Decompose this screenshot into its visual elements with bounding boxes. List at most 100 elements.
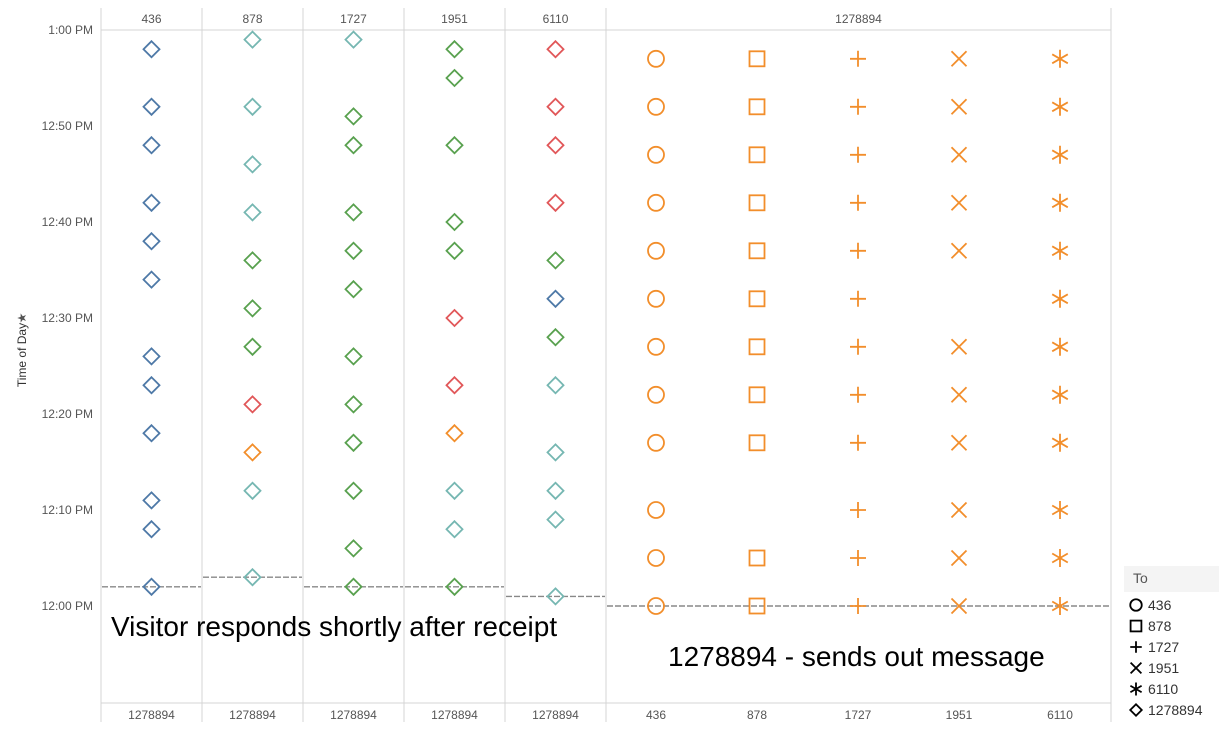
column-header-from: 436 <box>141 12 161 26</box>
reply-diamond-mark <box>344 577 363 597</box>
sent-message-mark-asterisk <box>1051 433 1069 452</box>
sent-message-mark-square <box>748 549 766 567</box>
reply-diamond-mark <box>243 481 262 501</box>
reply-diamond-mark <box>142 231 161 251</box>
reply-diamond-mark <box>142 97 161 117</box>
legend-item-label: 1278894 <box>1148 702 1203 718</box>
sent-message-mark-square <box>748 597 766 615</box>
reply-diamond-mark <box>445 241 464 261</box>
legend-title: To <box>1133 570 1148 586</box>
reply-diamond-mark <box>243 155 262 174</box>
sent-message-mark-square <box>748 194 766 212</box>
sent-message-mark-cross <box>950 194 968 211</box>
y-tick-label: 12:00 PM <box>42 599 93 613</box>
reply-diamond-mark <box>142 519 161 539</box>
sent-message-mark-cross <box>950 434 968 451</box>
sent-message-mark-cross <box>950 146 968 163</box>
y-tick-label: 12:10 PM <box>42 503 93 517</box>
sent-message-mark-plus <box>850 502 866 518</box>
sent-message-mark-asterisk <box>1051 549 1069 567</box>
reply-diamond-mark <box>445 519 464 539</box>
reply-diamond-mark <box>344 107 363 126</box>
sent-message-mark-plus <box>850 550 866 566</box>
sent-message-mark-circle <box>647 337 665 356</box>
y-tick-label: 12:20 PM <box>42 407 93 421</box>
column-footer-to: 1278894 <box>128 708 175 722</box>
column-header-from: 1727 <box>340 12 367 26</box>
y-axis-title: Time of Day <box>15 323 29 387</box>
reply-diamond-mark <box>546 443 565 462</box>
legend-diamond-icon <box>1128 702 1144 718</box>
y-tick-label: 12:40 PM <box>42 215 93 229</box>
reply-diamond-mark <box>243 299 262 318</box>
sent-message-mark-circle <box>647 97 665 116</box>
reply-diamond-mark <box>142 491 161 510</box>
sent-message-mark-plus <box>850 98 866 115</box>
sent-message-mark-square <box>748 290 766 308</box>
reply-diamond-mark <box>344 395 363 414</box>
column-footer-to: 1278894 <box>229 708 276 722</box>
reply-diamond-mark <box>445 212 464 232</box>
column-footer-to: 1278894 <box>330 708 377 722</box>
reply-diamond-mark <box>243 97 262 117</box>
reply-diamond-mark <box>243 251 262 270</box>
column-header-from: 1278894 <box>835 12 882 26</box>
legend-circle-icon <box>1129 598 1143 612</box>
reply-diamond-mark <box>445 39 464 59</box>
legend-item-label: 878 <box>1148 618 1172 634</box>
column-footer-to: 6110 <box>1047 708 1073 722</box>
reply-diamond-mark <box>344 481 363 501</box>
reply-diamond-mark <box>142 193 161 213</box>
reply-diamond-mark <box>546 375 565 395</box>
column-footer-to: 1278894 <box>431 708 478 722</box>
reply-diamond-mark <box>344 30 363 49</box>
sent-message-mark-circle <box>647 145 665 164</box>
sent-message-mark-plus <box>850 242 866 259</box>
sent-message-mark-plus <box>850 194 866 211</box>
sent-message-mark-circle <box>647 385 665 404</box>
reply-diamond-mark <box>142 577 161 597</box>
sent-message-mark-circle <box>647 597 665 615</box>
sent-message-mark-cross <box>950 50 968 67</box>
sent-message-mark-asterisk <box>1051 49 1069 68</box>
sent-message-mark-cross <box>950 338 968 355</box>
reply-diamond-mark <box>344 135 363 155</box>
sent-message-mark-square <box>748 386 766 404</box>
reply-diamond-mark <box>344 347 363 366</box>
legend-square-icon <box>1129 619 1143 633</box>
reply-diamond-mark <box>546 481 565 501</box>
sent-message-mark-cross <box>950 549 968 567</box>
sent-message-mark-square <box>748 146 766 164</box>
column-footer-to: 1727 <box>845 708 872 722</box>
column-header-from: 878 <box>242 12 262 26</box>
sent-message-mark-square <box>748 338 766 356</box>
column-footer-to: 1278894 <box>532 708 579 722</box>
reply-diamond-mark <box>445 481 464 501</box>
legend-item-label: 6110 <box>1148 681 1178 697</box>
legend-title-bg <box>1124 566 1219 592</box>
reply-diamond-mark <box>344 279 363 299</box>
sent-message-mark-cross <box>950 386 968 403</box>
reply-diamond-mark <box>546 327 565 347</box>
reply-diamond-mark <box>546 289 565 309</box>
sent-message-mark-square <box>748 98 766 116</box>
pin-icon[interactable]: ★ <box>15 313 29 324</box>
reply-diamond-mark <box>344 241 363 261</box>
sent-message-mark-square <box>748 242 766 260</box>
reply-diamond-mark <box>243 567 262 587</box>
sent-message-mark-asterisk <box>1051 385 1069 404</box>
reply-diamond-mark <box>243 203 262 222</box>
reply-diamond-mark <box>243 337 262 357</box>
reply-diamond-mark <box>445 135 464 155</box>
reply-diamond-mark <box>445 375 464 395</box>
reply-diamond-mark <box>142 39 161 59</box>
sent-message-mark-asterisk <box>1051 193 1069 212</box>
sent-message-mark-cross <box>950 597 968 615</box>
reply-diamond-mark <box>445 577 464 597</box>
sent-message-mark-asterisk <box>1051 597 1069 615</box>
data-marks <box>142 30 1069 615</box>
sent-message-mark-square <box>748 50 766 68</box>
reply-diamond-mark <box>243 443 262 462</box>
reply-diamond-mark <box>344 433 363 453</box>
